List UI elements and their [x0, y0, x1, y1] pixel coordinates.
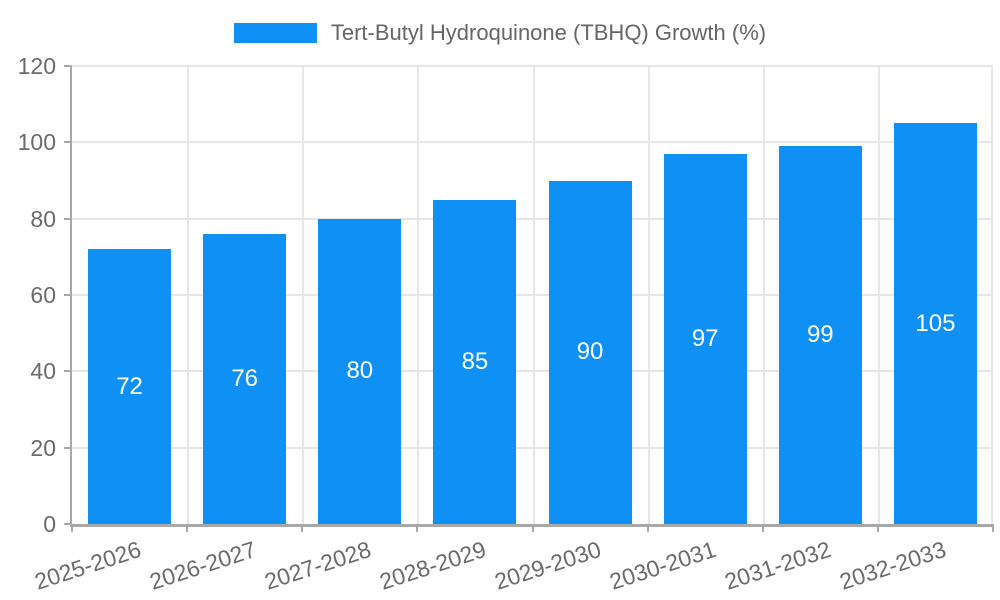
bar-value-label: 99 — [806, 321, 834, 349]
x-gridline — [302, 66, 305, 524]
x-axis-tick-mark — [71, 524, 73, 532]
bar-value-label: 72 — [116, 372, 143, 400]
x-gridline — [877, 66, 880, 524]
bar: 72 — [88, 249, 172, 524]
legend-label: Tert-Butyl Hydroquinone (TBHQ) Growth (%… — [330, 20, 767, 45]
y-axis-tick-mark — [64, 294, 72, 296]
y-axis-tick-label: 100 — [17, 129, 56, 156]
bar-value-label: 97 — [691, 324, 719, 352]
bar-value-label: 105 — [915, 309, 956, 337]
x-axis-tick-mark — [186, 524, 189, 532]
bar-value-label: 80 — [346, 357, 374, 385]
x-gridline — [647, 66, 650, 524]
x-axis-tick-mark — [531, 524, 534, 532]
bar: 97 — [663, 153, 747, 524]
y-axis-tick-label: 120 — [17, 53, 56, 79]
x-axis-category-label: 2029-2030 — [491, 536, 605, 595]
x-axis-category-label: 2025-2026 — [30, 536, 144, 595]
x-gridline — [417, 66, 420, 524]
y-axis-tick-mark — [64, 446, 72, 449]
bar: 105 — [893, 123, 977, 524]
x-axis-tick-mark — [992, 524, 994, 532]
bar-value-label: 76 — [231, 364, 259, 392]
x-axis-tick-mark — [761, 524, 764, 532]
x-axis-tick-mark — [301, 524, 304, 532]
bar: 85 — [433, 199, 517, 524]
x-axis-tick-mark — [876, 524, 879, 532]
y-axis-tick-mark — [64, 65, 72, 67]
bar: 90 — [548, 180, 632, 524]
bar-value-label: 85 — [461, 347, 489, 375]
x-gridline — [762, 66, 765, 524]
x-gridline — [187, 66, 190, 524]
legend-swatch-icon — [233, 23, 317, 43]
y-axis-tick-mark — [64, 141, 72, 144]
x-axis-tick-mark — [646, 524, 649, 532]
y-axis-tick-mark — [64, 370, 72, 373]
x-gridline — [991, 66, 993, 524]
bar: 76 — [203, 233, 287, 524]
x-axis-category-label: 2028-2029 — [376, 536, 489, 595]
legend: Tert-Butyl Hydroquinone (TBHQ) Growth (%… — [0, 20, 1000, 46]
y-axis-tick-label: 60 — [30, 282, 56, 308]
x-axis-category-label: 2030-2031 — [606, 536, 720, 595]
legend-item-tbhq[interactable]: Tert-Butyl Hydroquinone (TBHQ) Growth (%… — [233, 20, 767, 46]
y-axis-tick-label: 0 — [43, 511, 56, 537]
x-axis-tick-mark — [416, 524, 419, 532]
x-axis-category-label: 2032-2033 — [836, 536, 950, 595]
x-axis-category-label: 2026-2027 — [146, 536, 259, 595]
bar-value-label: 90 — [576, 338, 604, 366]
bar: 99 — [778, 146, 862, 524]
x-axis-category-label: 2027-2028 — [261, 536, 374, 595]
y-axis-tick-mark — [64, 523, 72, 525]
x-axis-category-label: 2031-2032 — [721, 536, 835, 595]
bar: 80 — [318, 218, 402, 524]
y-axis-tick-label: 20 — [30, 434, 56, 461]
y-axis-tick-mark — [64, 217, 72, 220]
y-axis-tick-label: 40 — [30, 358, 56, 385]
x-gridline — [532, 66, 535, 524]
y-axis-tick-label: 80 — [30, 205, 56, 232]
plot-area: 72 76 80 85 90 97 99 105 — [70, 65, 993, 527]
